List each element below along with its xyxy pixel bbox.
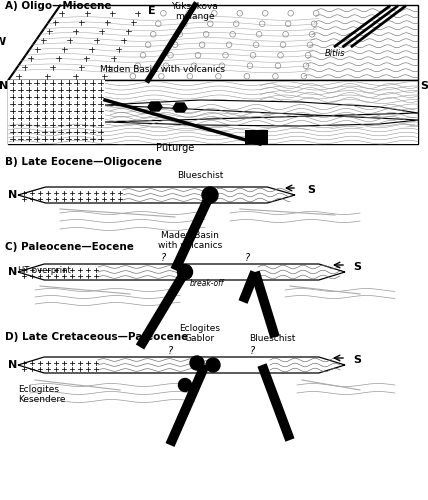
Text: N: N (8, 190, 17, 200)
Circle shape (178, 378, 191, 392)
Text: D) Late Cretaceous—Paleocene: D) Late Cretaceous—Paleocene (5, 332, 188, 342)
Text: S: S (353, 355, 361, 365)
Circle shape (190, 356, 204, 370)
Text: Blueschist: Blueschist (177, 171, 223, 180)
Text: E: E (148, 6, 156, 16)
Text: A) Oligo—Miocene: A) Oligo—Miocene (5, 1, 112, 11)
Circle shape (202, 187, 218, 203)
Text: N: N (8, 267, 17, 277)
Text: S: S (353, 262, 361, 272)
Polygon shape (8, 5, 418, 80)
Text: B) Late Eocene—Oligocene: B) Late Eocene—Oligocene (5, 157, 162, 167)
Text: W: W (0, 37, 6, 47)
Polygon shape (18, 264, 345, 280)
Text: Yüksekova
melange: Yüksekova melange (172, 2, 218, 21)
Text: Blueschist: Blueschist (249, 334, 295, 343)
Text: C) Paleocene—Eocene: C) Paleocene—Eocene (5, 242, 134, 252)
Text: HT overprint: HT overprint (18, 266, 71, 275)
Text: Maden Basin with volcanics: Maden Basin with volcanics (100, 65, 225, 74)
Circle shape (206, 358, 220, 372)
Text: break-off: break-off (190, 279, 224, 288)
Circle shape (178, 264, 193, 280)
Polygon shape (8, 125, 418, 144)
Polygon shape (18, 357, 345, 373)
Text: Eclogites
Gablor: Eclogites Gablor (179, 324, 220, 343)
Text: S: S (420, 81, 428, 91)
Text: Maden Basin
with volcanics: Maden Basin with volcanics (158, 230, 222, 250)
Text: Bitlis: Bitlis (325, 48, 345, 58)
Text: N: N (0, 81, 8, 91)
Text: ?: ? (244, 253, 250, 263)
Polygon shape (105, 100, 418, 126)
Text: Eclogites
Kesendere: Eclogites Kesendere (18, 385, 65, 404)
Text: ?: ? (167, 346, 172, 356)
Polygon shape (245, 130, 268, 144)
Polygon shape (8, 80, 418, 144)
Polygon shape (8, 80, 105, 144)
Polygon shape (148, 102, 162, 111)
Text: Püturge: Püturge (156, 143, 194, 153)
Text: S: S (307, 185, 315, 195)
Text: N: N (8, 360, 17, 370)
Text: ?: ? (160, 253, 166, 263)
Polygon shape (18, 187, 295, 203)
Text: ?: ? (250, 346, 255, 356)
Polygon shape (173, 103, 187, 112)
